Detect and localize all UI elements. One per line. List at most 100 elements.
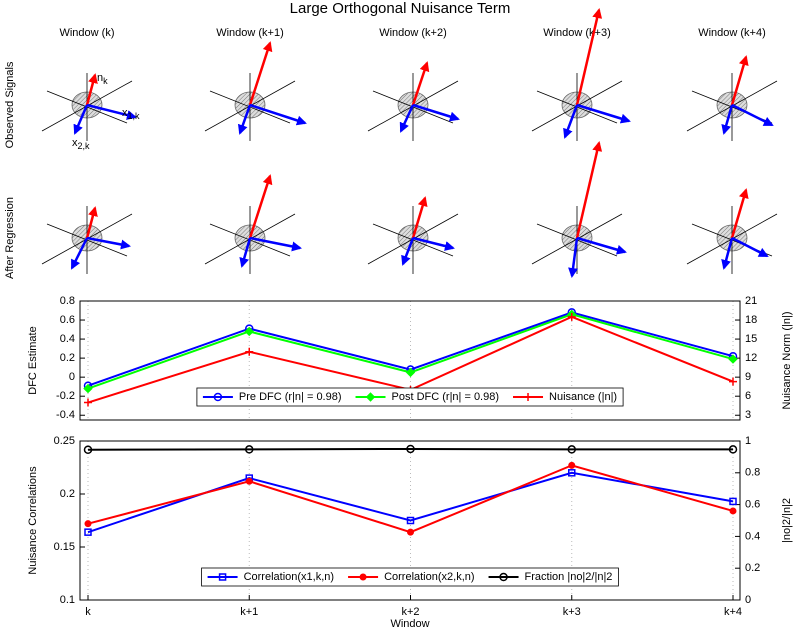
vector-diagram: [204, 41, 307, 141]
signal-arrow: [563, 104, 579, 139]
vector-diagram: [531, 141, 627, 278]
legend-marker: [218, 573, 227, 581]
y2-tick-label: 0.2: [745, 562, 760, 574]
point: [729, 507, 737, 515]
legend-box: [201, 567, 619, 587]
y2-tick-label: 0.4: [745, 530, 760, 542]
signal-arrow: [249, 103, 307, 126]
signal-arrow: [237, 104, 252, 135]
vector-label: x1,k: [122, 107, 140, 121]
nuisance-arrow: [575, 141, 603, 239]
y2-tick-label: 12: [745, 352, 757, 364]
point: [405, 367, 416, 378]
vector-diagram: [367, 196, 459, 274]
point: [728, 445, 738, 454]
label-base: x: [72, 137, 78, 149]
nuisance-arrow: [411, 196, 428, 239]
nuisance-arrow: [248, 41, 273, 106]
y-tick-label: 0.6: [60, 314, 75, 326]
vector-diagram: [204, 174, 302, 274]
signal-arrow: [412, 236, 455, 251]
y-tick-label: 0.1: [60, 594, 75, 606]
legend-marker: [359, 573, 367, 581]
nuisance-arrow: [411, 61, 430, 106]
y-tick-label: -0.4: [56, 409, 75, 421]
y-tick-label: 0.15: [54, 541, 75, 553]
nuisance-arrow: [730, 188, 749, 239]
signal-arrow: [731, 236, 769, 258]
series-line: [87, 447, 733, 451]
x-tick-label: k+2: [401, 606, 419, 618]
label-base: x: [122, 107, 128, 119]
legend-marker: [499, 572, 508, 582]
point: [84, 520, 92, 528]
point: [245, 445, 254, 454]
window-label: Window (k+1): [216, 27, 284, 39]
legend-marker: [365, 392, 376, 402]
legend-label: Nuisance (|n|): [549, 391, 617, 403]
point: [568, 461, 576, 469]
nuisance-arrow: [85, 206, 98, 239]
signal-arrow: [401, 237, 415, 266]
point: [84, 398, 92, 407]
nuisance-arrow: [248, 174, 273, 239]
signal-arrow: [239, 237, 252, 268]
y-tick-label: 0.25: [54, 435, 75, 447]
window-label: Window (k+2): [379, 27, 447, 39]
y-axis-label: DFC Estimate: [27, 326, 39, 394]
window-label: Window (k+4): [698, 27, 766, 39]
y-tick-label: 0.2: [60, 488, 75, 500]
point: [406, 444, 415, 454]
y2-tick-label: 18: [745, 314, 757, 326]
vector-diagram: [41, 73, 137, 141]
vector-diagram: [41, 206, 133, 274]
label-base: n: [97, 72, 103, 84]
vector-label: nk: [97, 72, 108, 86]
point: [567, 312, 576, 321]
point: [729, 497, 737, 506]
row-label: Observed Signals: [4, 61, 16, 148]
point: [728, 354, 738, 364]
y2-tick-label: 0: [745, 594, 751, 606]
signal-arrow: [249, 236, 302, 252]
window-label: Window (k+3): [543, 27, 611, 39]
signal-arrow: [86, 103, 137, 120]
signal-arrow: [86, 236, 131, 250]
label-sub: 2,k: [78, 141, 91, 151]
y2-tick-label: 1: [745, 435, 751, 447]
point: [729, 377, 737, 386]
point: [84, 528, 92, 536]
x-tick-label: k+1: [240, 606, 258, 618]
window-label: Window (k): [59, 27, 114, 39]
y2-tick-label: 3: [745, 409, 751, 421]
legend-label: Post DFC (r|n| = 0.98): [392, 391, 500, 403]
y-axis-label: Nuisance Correlations: [27, 466, 39, 575]
y2-axis-label: Nuisance Norm (|n|): [781, 311, 793, 409]
nuisance-arrow: [730, 55, 749, 106]
y2-tick-label: 15: [745, 333, 757, 345]
signal-arrow: [73, 104, 89, 135]
x-tick-label: k+3: [563, 606, 581, 618]
signal-arrow: [399, 104, 415, 133]
point: [83, 445, 93, 454]
legend-marker: [524, 393, 533, 401]
point: [568, 469, 576, 477]
vector-diagram: [686, 188, 778, 274]
point: [245, 477, 253, 485]
legend-marker: [213, 392, 223, 402]
signal-arrow: [576, 236, 627, 255]
legend-label: Correlation(x2,k,n): [384, 571, 474, 583]
y2-tick-label: 0.6: [745, 499, 760, 511]
point: [83, 383, 93, 394]
point: [406, 516, 415, 525]
axes-box: [79, 300, 741, 421]
signal-arrow: [721, 237, 734, 270]
signal-arrow: [568, 237, 579, 278]
x-tick-label: k+4: [724, 606, 742, 618]
point: [245, 347, 254, 356]
figure-title: Large Orthogonal Nuisance Term: [290, 0, 511, 17]
nuisance-arrow: [85, 73, 98, 106]
row-label: After Regression: [4, 197, 16, 279]
y2-tick-label: 9: [745, 371, 751, 383]
